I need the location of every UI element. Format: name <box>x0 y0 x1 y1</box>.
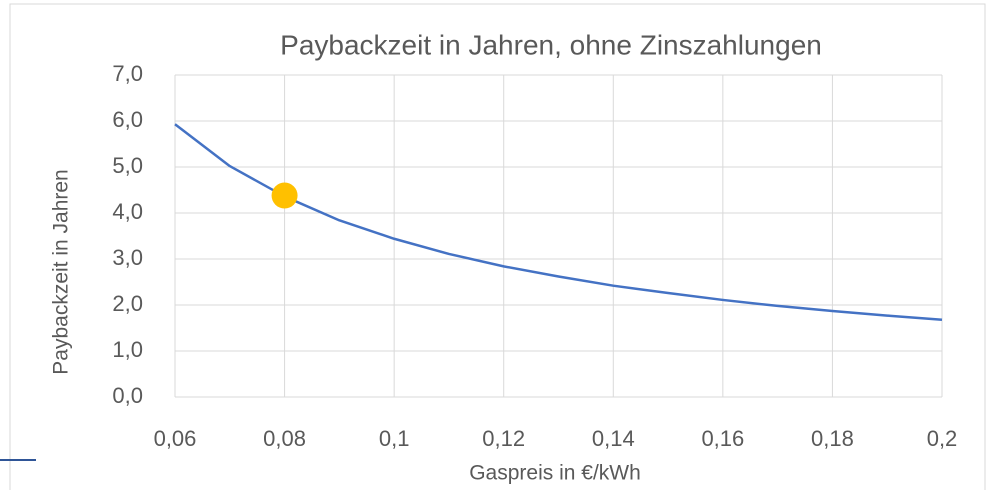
x-tick-label: 0,08 <box>263 426 306 451</box>
y-tick-label: 6,0 <box>112 107 143 132</box>
x-tick-label: 0,1 <box>379 426 410 451</box>
y-axis-title: Paybackzeit in Jahren <box>50 169 73 374</box>
x-tick-label: 0,2 <box>927 426 958 451</box>
x-tick-label: 0,12 <box>482 426 525 451</box>
y-tick-label: 2,0 <box>112 291 143 316</box>
y-tick-label: 0,0 <box>112 383 143 408</box>
y-tick-label: 3,0 <box>112 245 143 270</box>
chart-title: Paybackzeit in Jahren, ohne Zinszahlunge… <box>280 29 822 60</box>
y-tick-label: 1,0 <box>112 337 143 362</box>
y-tick-label: 4,0 <box>112 199 143 224</box>
x-tick-label: 0,06 <box>154 426 197 451</box>
chart-border <box>9 3 986 490</box>
x-tick-label: 0,16 <box>701 426 744 451</box>
y-tick-label: 5,0 <box>112 153 143 178</box>
x-tick-label: 0,14 <box>592 426 635 451</box>
x-tick-label: 0,18 <box>811 426 854 451</box>
x-axis-title: Gaspreis in €/kWh <box>469 462 641 485</box>
marker <box>271 182 298 209</box>
line <box>174 123 943 321</box>
y-tick-label: 7,0 <box>112 61 143 86</box>
